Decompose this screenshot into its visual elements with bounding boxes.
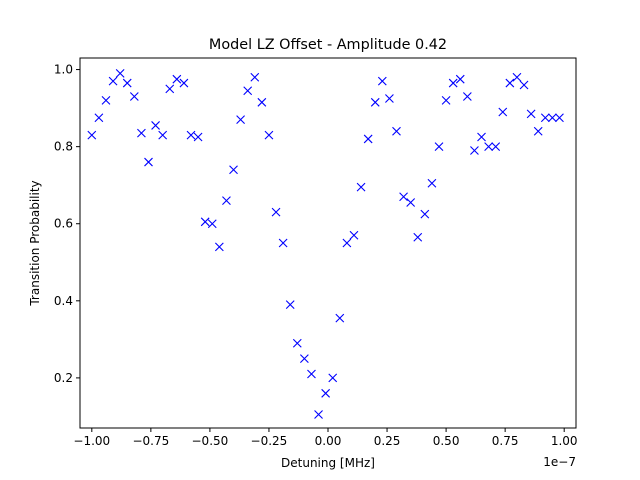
data-point-marker [441, 96, 451, 105]
data-point-marker [257, 97, 267, 107]
data-point-marker [392, 126, 401, 136]
data-point-marker [413, 232, 423, 242]
data-point-marker [144, 157, 153, 167]
data-point-marker [406, 198, 416, 207]
data-point-marker [179, 78, 189, 88]
data-point-marker [377, 76, 387, 86]
data-point-marker [484, 142, 493, 152]
data-point-marker [200, 217, 210, 227]
data-point-marker [547, 113, 557, 123]
chart-title: Model LZ Offset - Amplitude 0.42 [209, 37, 447, 53]
x-tick-label: 1.00 [551, 434, 578, 448]
data-point-marker [151, 121, 160, 130]
data-point-marker [292, 338, 302, 348]
data-point-marker [214, 242, 224, 252]
x-tick-label: −1.00 [73, 434, 110, 448]
data-point-marker [455, 74, 465, 84]
data-point-marker [222, 196, 231, 205]
x-offset-label: 1e−7 [543, 455, 576, 469]
y-axis-label: Transition Probability [28, 180, 42, 306]
y-tick-label: 0.4 [54, 294, 73, 308]
data-point-marker [555, 113, 564, 123]
data-point-marker [491, 142, 501, 152]
x-tick-label: −0.50 [192, 434, 229, 448]
data-point-marker [172, 74, 182, 84]
data-point-marker [370, 97, 380, 107]
x-tick-label: −0.75 [132, 434, 169, 448]
data-point-marker [321, 388, 331, 398]
data-point-marker [193, 132, 203, 142]
y-tick-label: 0.8 [54, 140, 73, 154]
data-point-marker [512, 72, 522, 82]
data-point-marker [328, 373, 338, 383]
data-point-marker [243, 86, 253, 96]
data-point-marker [349, 230, 359, 240]
data-point-marker [207, 219, 217, 229]
data-point-marker [356, 182, 366, 192]
x-tick-label: 0.25 [374, 434, 401, 448]
data-point-marker [158, 130, 168, 140]
scatter-markers [87, 69, 564, 419]
x-axis-ticks: −1.00 −0.75 −0.50 −0.25 0.00 0.25 0.50 0.75 1.00 [73, 428, 578, 448]
data-point-marker [420, 209, 430, 219]
y-axis-ticks: 0.2 0.4 0.6 0.8 1.0 [54, 63, 80, 385]
data-point-marker [526, 109, 536, 119]
data-point-marker [108, 76, 118, 86]
data-point-marker [335, 313, 345, 323]
data-point-marker [505, 78, 515, 88]
data-point-marker [285, 300, 295, 310]
data-point-marker [186, 130, 196, 140]
data-point-marker [236, 115, 245, 125]
data-point-marker [229, 165, 238, 175]
data-point-marker [540, 113, 550, 123]
y-tick-label: 0.6 [54, 217, 73, 231]
data-point-marker [519, 80, 529, 90]
data-point-marker [264, 130, 274, 140]
data-point-marker [533, 126, 543, 136]
data-point-marker [477, 132, 486, 142]
x-tick-label: 0.75 [492, 434, 519, 448]
data-point-marker [94, 113, 104, 123]
data-point-marker [385, 94, 394, 103]
data-point-marker [434, 142, 444, 152]
data-point-marker [250, 72, 260, 82]
data-point-marker [498, 107, 508, 117]
data-point-marker [299, 354, 309, 364]
data-point-marker [462, 92, 472, 101]
data-point-marker [122, 78, 132, 88]
data-point-marker [101, 96, 111, 105]
plot-area-frame [79, 57, 577, 429]
data-point-marker [165, 84, 175, 94]
data-point-marker [115, 69, 125, 78]
x-tick-label: 0.50 [433, 434, 460, 448]
data-point-marker [470, 146, 479, 155]
x-tick-label: −0.25 [251, 434, 288, 448]
data-point-marker [307, 369, 316, 379]
y-tick-label: 0.2 [54, 371, 73, 385]
data-point-marker [314, 410, 323, 419]
data-point-marker [278, 238, 288, 248]
x-tick-label: 0.00 [315, 434, 342, 448]
data-point-marker [271, 207, 281, 217]
data-point-marker [363, 134, 373, 144]
data-point-marker [137, 128, 146, 138]
data-point-marker [427, 178, 437, 188]
data-point-marker [448, 78, 458, 88]
x-axis-label: Detuning [MHz] [281, 456, 375, 470]
data-point-marker [342, 238, 352, 248]
data-point-marker [129, 92, 139, 101]
data-point-marker [87, 130, 97, 140]
y-tick-label: 1.0 [54, 63, 73, 77]
data-point-marker [399, 192, 408, 202]
